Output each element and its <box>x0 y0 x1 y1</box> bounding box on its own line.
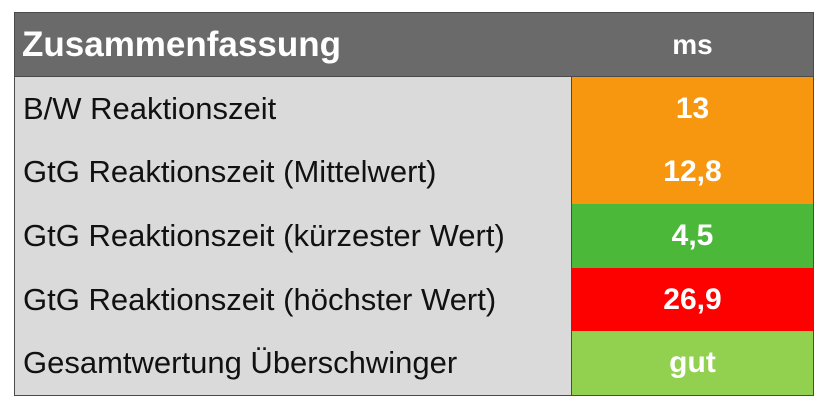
row-value: 26,9 <box>572 267 813 332</box>
row-value: 12,8 <box>572 140 813 205</box>
table-body: B/W Reaktionszeit 13 GtG Reaktionszeit (Mi… <box>15 77 813 395</box>
row-value: gut <box>572 331 813 395</box>
row-value: 4,5 <box>572 204 813 268</box>
table-row: GtG Reaktionszeit (höchster Wert) 26,9 <box>15 267 813 332</box>
table-row: Gesamtwertung Überschwinger gut <box>15 331 813 395</box>
row-label: Gesamtwertung Überschwinger <box>15 331 572 395</box>
table-row: B/W Reaktionszeit 13 <box>15 77 813 141</box>
row-label: GtG Reaktionszeit (höchster Wert) <box>15 267 572 332</box>
unit-header: ms <box>672 28 713 60</box>
summary-table: Zusammenfassung ms B/W Reaktionszeit 13 Gt… <box>14 12 814 396</box>
row-label: GtG Reaktionszeit (kürzester Wert) <box>15 204 572 268</box>
table-header-row: Zusammenfassung ms <box>15 13 813 77</box>
row-label: B/W Reaktionszeit <box>15 77 572 141</box>
table-title: Zusammenfassung <box>22 24 341 64</box>
row-value: 13 <box>572 77 813 141</box>
row-label: GtG Reaktionszeit (Mittelwert) <box>15 140 572 205</box>
table-row: GtG Reaktionszeit (kürzester Wert) 4,5 <box>15 204 813 268</box>
table-row: GtG Reaktionszeit (Mittelwert) 12,8 <box>15 140 813 205</box>
